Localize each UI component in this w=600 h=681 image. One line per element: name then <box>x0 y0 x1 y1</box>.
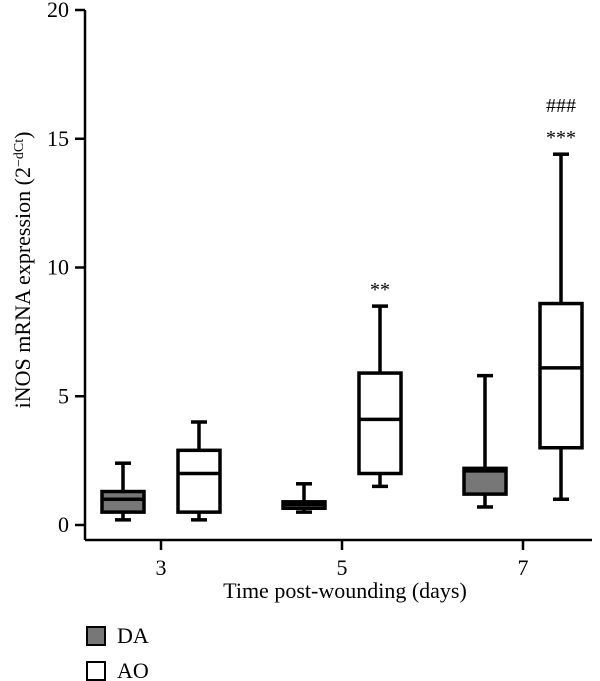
annotations: ** ### *** <box>370 95 576 301</box>
box-iqr <box>176 448 222 514</box>
box-da-day-7 <box>462 373 508 509</box>
legend-label: DA <box>117 623 149 648</box>
box-iqr <box>538 301 584 450</box>
boxes <box>100 152 584 522</box>
box-da-day-3 <box>100 461 146 522</box>
significance-label: ** <box>370 279 390 301</box>
y-tick-label: 5 <box>58 383 69 408</box>
x-tick-label: 5 <box>337 555 348 580</box>
x-tick-label: 7 <box>518 555 529 580</box>
legend: DA AO <box>86 623 149 681</box>
box-iqr <box>357 371 403 476</box>
box-ao-day-5 <box>357 304 403 489</box>
box-da-day-5 <box>281 482 327 514</box>
y-axis-title: iNOS mRNA expression (2−dCt) <box>10 132 35 409</box>
legend-label: AO <box>117 658 149 681</box>
y-tick-label: 15 <box>47 126 69 151</box>
box-ao-day-7 <box>538 152 584 501</box>
legend-swatch <box>86 626 106 646</box>
y-tick-label: 10 <box>47 255 69 280</box>
y-axis-title-close: ) <box>10 132 35 139</box>
box-iqr <box>100 489 146 514</box>
legend-swatch <box>86 661 106 681</box>
legend-item-ao: AO <box>86 658 149 681</box>
y-tick-label: 0 <box>58 512 69 537</box>
y-axis-title-main: iNOS mRNA expression (2 <box>10 167 35 408</box>
significance-label: ### <box>546 95 576 117</box>
legend-item-da: DA <box>86 623 149 648</box>
axes: 0 5 10 15 20 3 5 7 <box>47 0 592 580</box>
x-ticks: 3 5 7 <box>156 540 529 580</box>
significance-label: *** <box>546 127 576 149</box>
y-tick-label: 20 <box>47 0 69 22</box>
y-axis-title-superscript: −dCt <box>12 139 27 167</box>
y-ticks: 0 5 10 15 20 <box>47 0 85 537</box>
x-axis-title: Time post-wounding (days) <box>223 578 467 603</box>
x-tick-label: 3 <box>156 555 167 580</box>
box-ao-day-3 <box>176 420 222 522</box>
